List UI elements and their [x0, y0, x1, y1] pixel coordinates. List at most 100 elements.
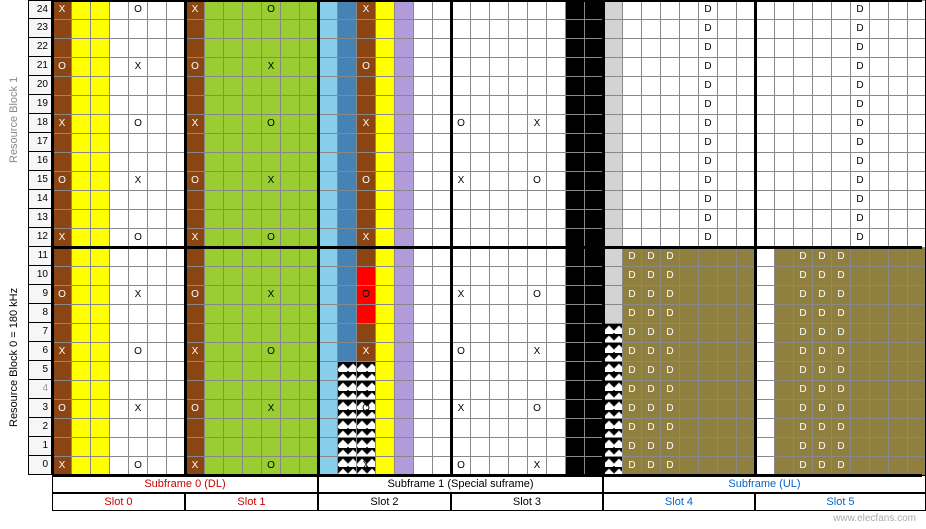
- grid-cell: [774, 266, 793, 285]
- grid-cell: [755, 190, 774, 209]
- grid-cell: [812, 190, 831, 209]
- grid-cell: [888, 114, 907, 133]
- grid-cell: [413, 285, 432, 304]
- grid-cell: [831, 152, 850, 171]
- grid-cell: [508, 323, 527, 342]
- grid-cell: [717, 38, 736, 57]
- grid-cell: [337, 380, 356, 399]
- grid-cell: [109, 0, 128, 19]
- grid-cell: [223, 285, 242, 304]
- grid-cell: [717, 76, 736, 95]
- grid-cell: [318, 133, 337, 152]
- grid-cell: [869, 95, 888, 114]
- grid-cell: [603, 247, 622, 266]
- grid-cell: [489, 0, 508, 19]
- grid-cell: [698, 456, 717, 475]
- grid-cell: [166, 456, 185, 475]
- grid-cell: [907, 76, 926, 95]
- grid-cell: [641, 152, 660, 171]
- grid-cell: [451, 190, 470, 209]
- grid-cell: [147, 19, 166, 38]
- grid-cell: [679, 418, 698, 437]
- grid-cell: O: [261, 114, 280, 133]
- grid-cell: [375, 19, 394, 38]
- grid-cell: [774, 437, 793, 456]
- grid-cell: [204, 95, 223, 114]
- grid-cell: [356, 418, 375, 437]
- grid-cell: O: [261, 228, 280, 247]
- grid-cell: [90, 399, 109, 418]
- grid-cell: [546, 190, 565, 209]
- grid-cell: [413, 228, 432, 247]
- grid-cell: O: [261, 456, 280, 475]
- grid-cell: [128, 304, 147, 323]
- grid-cell: [90, 285, 109, 304]
- grid-cell: [584, 228, 603, 247]
- grid-cell: [907, 304, 926, 323]
- grid-cell: [508, 228, 527, 247]
- grid-cell: [546, 342, 565, 361]
- grid-cell: [603, 38, 622, 57]
- grid-cell: [128, 361, 147, 380]
- grid-cell: [907, 152, 926, 171]
- grid-cell: [242, 304, 261, 323]
- grid-cell: [774, 399, 793, 418]
- grid-cell: [793, 171, 812, 190]
- grid-cell: [242, 380, 261, 399]
- grid-cell: [888, 57, 907, 76]
- grid-cell: [755, 114, 774, 133]
- grid-cell: [812, 209, 831, 228]
- grid-cell: [280, 285, 299, 304]
- grid-cell: [565, 342, 584, 361]
- grid-cell: [470, 285, 489, 304]
- grid-cell: [755, 152, 774, 171]
- grid-cell: [451, 228, 470, 247]
- grid-cell: [128, 247, 147, 266]
- grid-cell: [280, 456, 299, 475]
- grid-cell: X: [185, 342, 204, 361]
- grid-cell: [755, 418, 774, 437]
- grid-cell: [679, 380, 698, 399]
- grid-cell: [831, 228, 850, 247]
- grid-cell: [71, 266, 90, 285]
- grid-cell: O: [128, 114, 147, 133]
- grid-cell: [204, 228, 223, 247]
- grid-cell: D: [622, 304, 641, 323]
- grid-cell: [166, 399, 185, 418]
- slot-boundary-line: [317, 0, 320, 475]
- grid-cell: [508, 380, 527, 399]
- grid-cell: [888, 152, 907, 171]
- row-number: 18: [28, 114, 52, 133]
- grid-cell: D: [641, 437, 660, 456]
- grid-cell: [831, 57, 850, 76]
- grid-cell: [223, 304, 242, 323]
- grid-cell: [603, 152, 622, 171]
- grid-cell: [413, 304, 432, 323]
- grid-cell: D: [793, 304, 812, 323]
- grid-cell: [166, 76, 185, 95]
- grid-cell: [774, 38, 793, 57]
- grid-cell: [299, 266, 318, 285]
- grid-cell: [413, 0, 432, 19]
- grid-cell: [451, 95, 470, 114]
- grid-cell: [622, 76, 641, 95]
- grid-cell: D: [622, 247, 641, 266]
- grid-cell: [242, 190, 261, 209]
- grid-cell: [508, 114, 527, 133]
- grid-cell: [223, 38, 242, 57]
- grid-cell: D: [831, 380, 850, 399]
- grid-cell: [394, 209, 413, 228]
- grid-cell: [546, 285, 565, 304]
- grid-cell: [280, 323, 299, 342]
- grid-cell: [888, 95, 907, 114]
- grid-cell: [831, 95, 850, 114]
- grid-cell: [736, 285, 755, 304]
- grid-cell: [489, 285, 508, 304]
- grid-cell: [698, 399, 717, 418]
- grid-cell: [242, 114, 261, 133]
- grid-cell: [318, 380, 337, 399]
- grid-cell: [641, 209, 660, 228]
- grid-cell: [147, 418, 166, 437]
- grid-cell: [489, 171, 508, 190]
- grid-cell: [698, 418, 717, 437]
